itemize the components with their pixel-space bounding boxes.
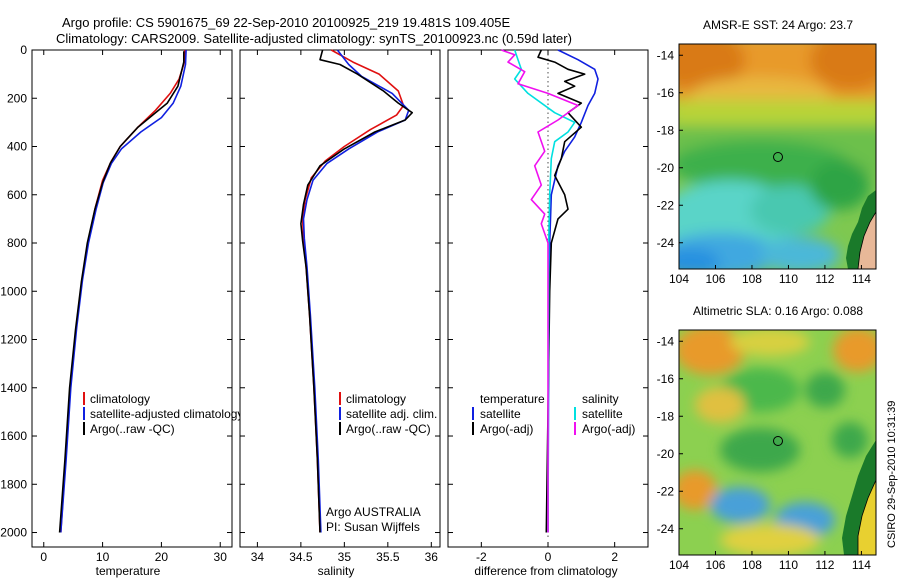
- map-y-tick-label: -24: [657, 236, 675, 250]
- temperature-legend: climatology satellite-adjusted climatolo…: [83, 392, 243, 436]
- x-tick-label: 34.5: [289, 550, 313, 564]
- sst-heatmap: [679, 44, 876, 269]
- map-x-tick-label: 114: [852, 272, 871, 286]
- temperature-panel: 0 200 400 600 800 1000 1200 1400 1600 1800 2000 0 1…: [0, 43, 243, 578]
- data-center-annotation: Argo AUSTRALIA: [326, 505, 421, 519]
- x-tick-label: 0: [40, 550, 47, 564]
- legend-label-argo: Argo(..raw -QC): [346, 422, 431, 436]
- map-x-tick-label: 108: [742, 558, 762, 572]
- map-y-tick-label: -22: [657, 484, 675, 498]
- salinity-xlabel: salinity: [318, 564, 355, 578]
- legend-label-climatology: climatology: [90, 392, 150, 406]
- sla-map-title: Altimetric SLA: 0.16 Argo: 0.088: [693, 304, 863, 318]
- x-tick-label: 35.5: [376, 550, 400, 564]
- sla-map-frame: [678, 329, 877, 556]
- pi-annotation: PI: Susan Wijffels: [326, 520, 420, 534]
- legend-label-satellite: satellite-adjusted climatology: [90, 407, 243, 421]
- x-tick-label: 35: [338, 550, 352, 564]
- map-x-tick-label: 112: [815, 272, 834, 286]
- difference-xlabel: difference from climatology: [474, 564, 617, 578]
- map-x-tick-label: 104: [669, 272, 689, 286]
- legend-label-temp-argo: Argo(-adj): [480, 422, 533, 436]
- x-tick-label: 10: [96, 550, 110, 564]
- map-y-tick-label: -18: [657, 409, 675, 423]
- map-x-tick-label: 106: [705, 558, 725, 572]
- map-x-tick-label: 106: [705, 272, 725, 286]
- series-line-satellite-adj-clim-: [302, 49, 410, 533]
- series-line-argo-raw-qc-: [58, 51, 185, 533]
- y-tick-label: 1600: [0, 429, 27, 443]
- x-tick-label: -2: [476, 550, 487, 564]
- map-y-tick-label: -16: [657, 86, 675, 100]
- legend-header-salinity: salinity: [582, 392, 619, 406]
- salinity-legend: climatology satellite adj. clim. Argo(..…: [339, 392, 437, 436]
- series-line-temperature-argo-adj-: [537, 49, 586, 533]
- legend-label-satellite: satellite adj. clim.: [346, 407, 437, 421]
- map-x-tick-label: 114: [852, 558, 871, 572]
- map-x-tick-label: 110: [779, 558, 798, 572]
- series-line-satellite-adjusted-climatology: [60, 49, 187, 533]
- y-tick-label: 2000: [0, 526, 27, 540]
- x-tick-label: 0: [545, 550, 552, 564]
- map-x-tick-label: 104: [669, 558, 689, 572]
- map-y-tick-label: -14: [657, 48, 675, 62]
- y-tick-label: 1000: [0, 284, 27, 298]
- salinity-plot-frame: [239, 49, 441, 548]
- temperature-xlabel: temperature: [96, 564, 161, 578]
- map-x-tick-label: 112: [815, 558, 834, 572]
- x-tick-label: 20: [155, 550, 169, 564]
- x-tick-label: 30: [214, 550, 228, 564]
- map-x-tick-label: 110: [779, 272, 798, 286]
- temperature-plot-frame: [31, 49, 233, 548]
- sst-map-panel: AMSR-E SST: 24 Argo: 23.7: [657, 18, 877, 286]
- y-tick-label: 400: [7, 140, 27, 154]
- y-tick-label: 200: [7, 91, 27, 105]
- x-tick-label: 34: [251, 550, 265, 564]
- legend-label-climatology: climatology: [346, 392, 406, 406]
- legend-label-sal-argo: Argo(-adj): [582, 422, 635, 436]
- series-line-argo-raw-qc-: [300, 49, 413, 533]
- sst-map-frame: [678, 43, 877, 270]
- y-tick-label: 1200: [0, 333, 27, 347]
- map-x-tick-label: 108: [742, 272, 762, 286]
- map-y-tick-label: -14: [657, 334, 675, 348]
- series-line-salinity-argo-adj-: [501, 49, 579, 533]
- legend-label-argo: Argo(..raw -QC): [90, 422, 175, 436]
- sst-argo-location-marker: [773, 152, 783, 162]
- y-tick-label: 600: [7, 188, 27, 202]
- map-y-tick-label: -20: [657, 447, 675, 461]
- generation-stamp: CSIRO 29-Sep-2010 10:31:39: [886, 401, 898, 548]
- sla-argo-location-marker: [773, 436, 783, 446]
- salinity-panel: 34 34.5 35 35.5 36 salinity climatology sate…: [239, 49, 441, 578]
- difference-legend: temperature salinity satellite Argo(-adj…: [472, 392, 635, 436]
- legend-label-sal-satellite: satellite: [582, 407, 623, 421]
- sst-map-title: AMSR-E SST: 24 Argo: 23.7: [703, 18, 853, 32]
- legend-label-temp-satellite: satellite: [480, 407, 521, 421]
- map-y-tick-label: -20: [657, 161, 675, 175]
- map-y-tick-label: -18: [657, 123, 675, 137]
- y-tick-label: 800: [7, 236, 27, 250]
- x-tick-label: 36: [425, 550, 439, 564]
- x-tick-label: 2: [611, 550, 618, 564]
- figure-title-line-2: Climatology: CARS2009. Satellite-adjuste…: [56, 31, 572, 46]
- sla-map-panel: Altimetric SLA: 0.16 Argo: 0.088: [657, 304, 877, 572]
- legend-header-temperature: temperature: [480, 392, 545, 406]
- sla-heatmap: [679, 330, 876, 555]
- y-tick-label: 1400: [0, 381, 27, 395]
- map-y-tick-label: -16: [657, 372, 675, 386]
- y-tick-label: 1800: [0, 477, 27, 491]
- map-y-tick-label: -24: [657, 522, 675, 536]
- map-y-tick-label: -22: [657, 198, 675, 212]
- figure-title-line-1: Argo profile: CS 5901675_69 22-Sep-2010 …: [62, 15, 510, 30]
- y-tick-label: 0: [20, 43, 27, 57]
- difference-panel: -2 0 2 difference from climatology tempera…: [447, 49, 649, 578]
